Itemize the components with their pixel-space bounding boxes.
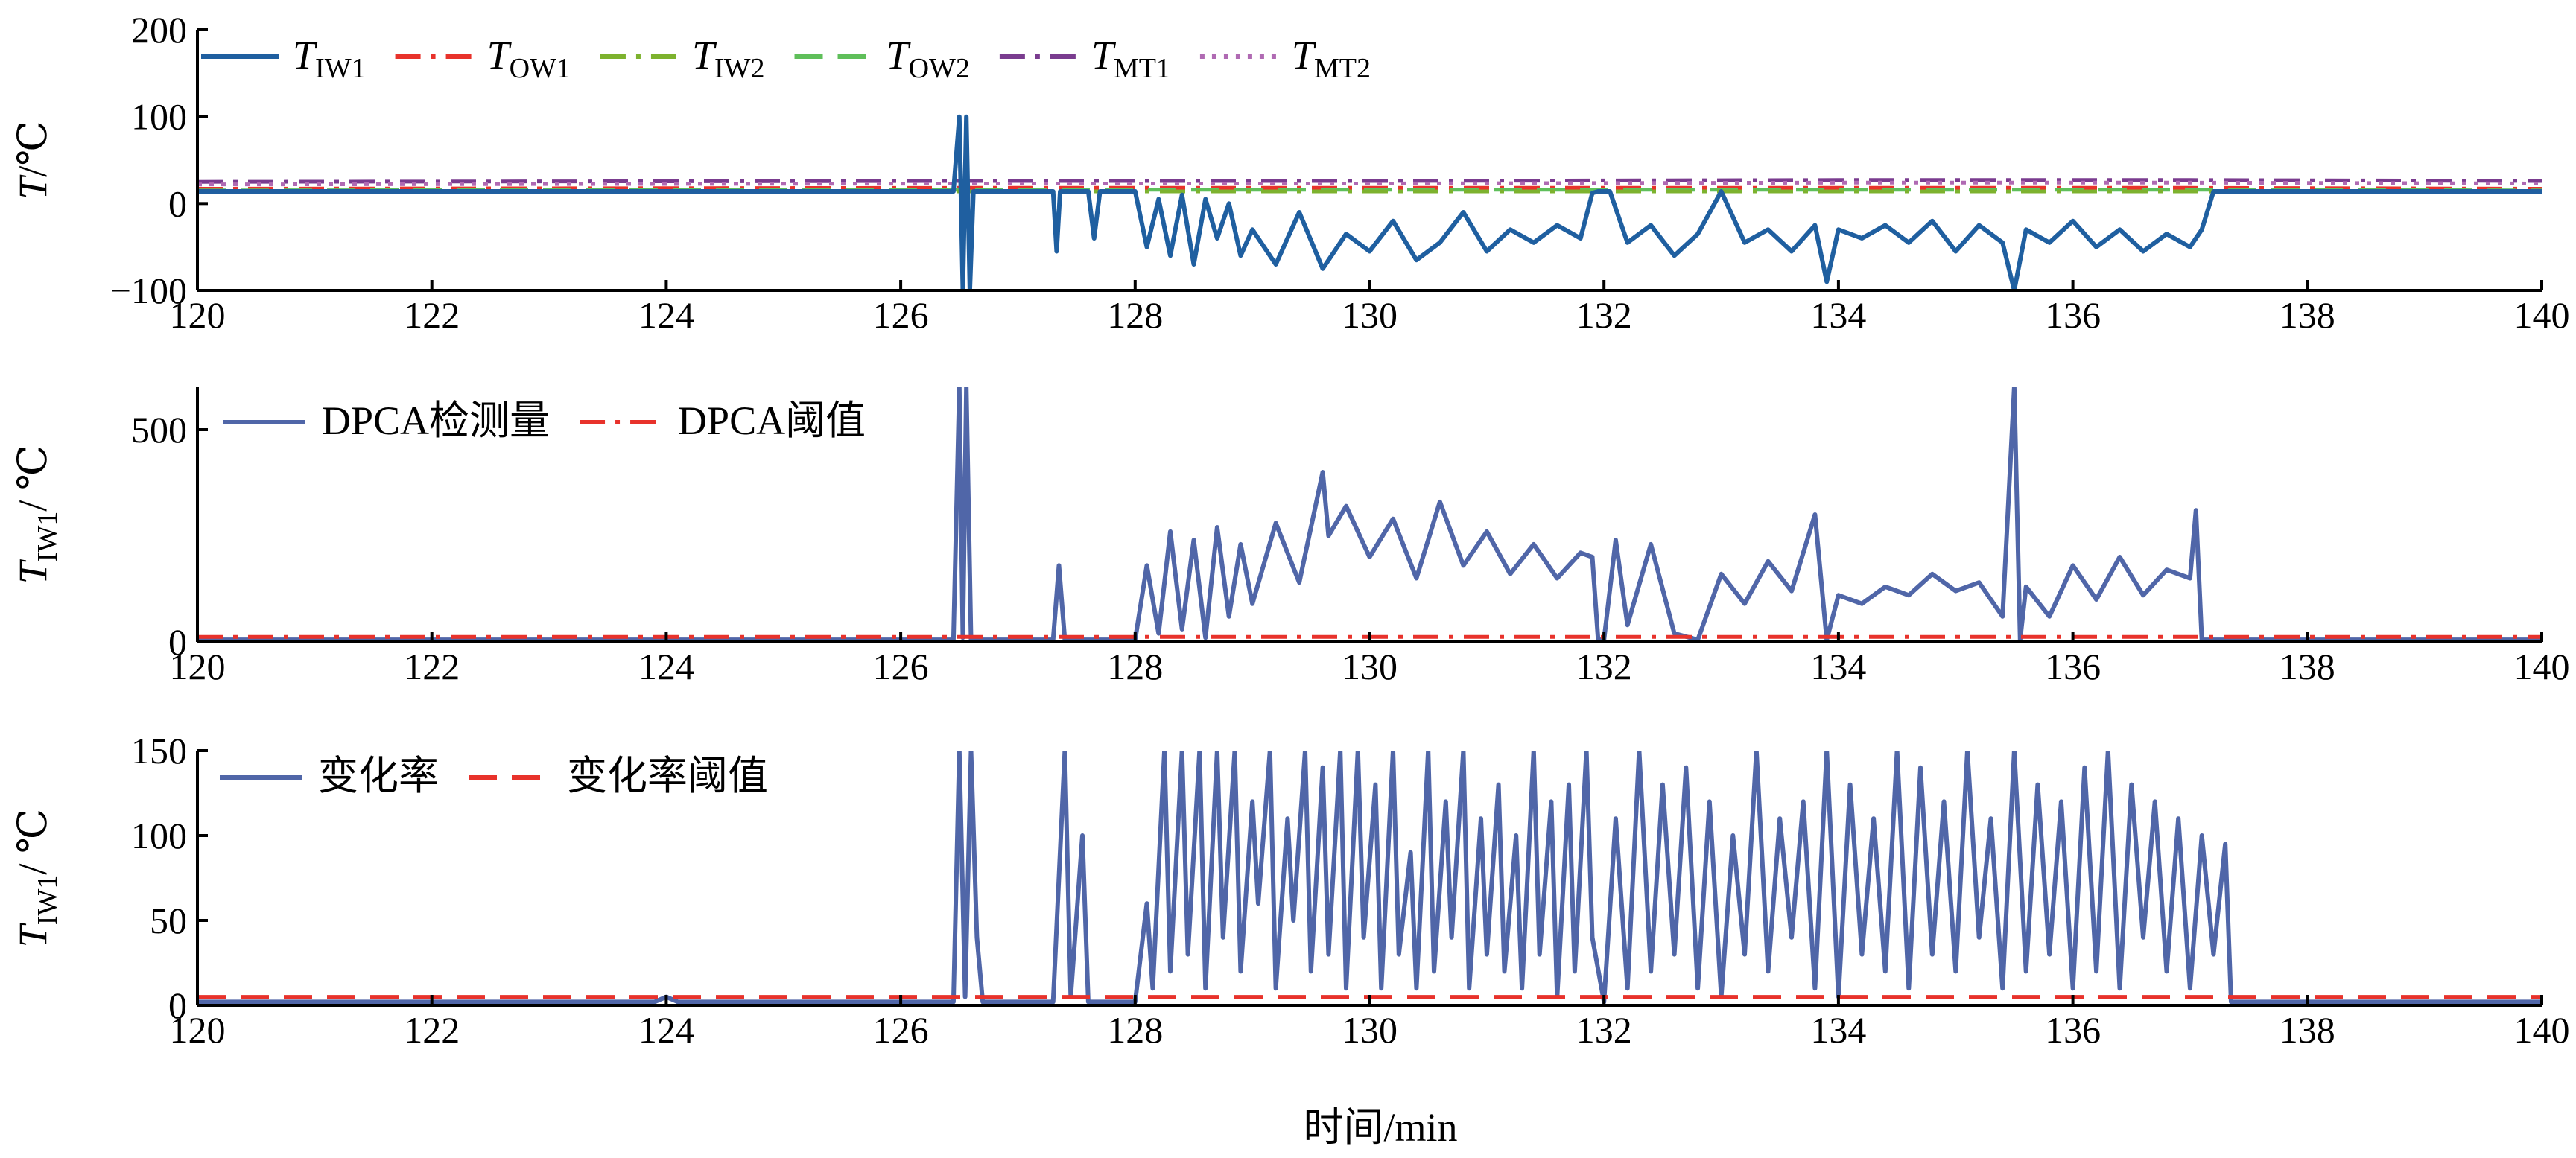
series-line-temps-TMT1 bbox=[197, 178, 2542, 184]
x-tick-label: 138 bbox=[2280, 294, 2335, 336]
legend-label-TIW1: TIW1 bbox=[293, 33, 366, 84]
series-line-temps-TMT2 bbox=[197, 180, 2542, 187]
x-tick-label: 140 bbox=[2514, 1009, 2570, 1051]
y-axis-title-temps: T/℃ bbox=[10, 121, 55, 199]
series-line-rate-signal bbox=[197, 751, 2542, 1005]
x-tick-label: 122 bbox=[404, 646, 460, 687]
y-tick-label: 100 bbox=[131, 96, 187, 138]
x-tick-label: 134 bbox=[1810, 646, 1866, 687]
x-tick-label: 136 bbox=[2045, 646, 2101, 687]
x-tick-label: 120 bbox=[170, 1009, 226, 1051]
x-tick-label: 138 bbox=[2280, 646, 2335, 687]
x-tick-label: 132 bbox=[1576, 294, 1632, 336]
chart-panel-rate: 120 122 124 126 128 130 132 134 136 138 140 0 50 100 1… bbox=[10, 730, 2570, 1051]
x-tick-label: 140 bbox=[2514, 294, 2570, 336]
x-tick-label: 120 bbox=[170, 646, 226, 687]
x-tick-label: 128 bbox=[1107, 646, 1163, 687]
legend-rate: 变化率 变化率阈值 bbox=[220, 754, 768, 798]
x-tick-label: 124 bbox=[638, 646, 694, 687]
x-tick-label: 122 bbox=[404, 294, 460, 336]
y-tick-label: 50 bbox=[150, 900, 187, 941]
x-axis-title: 时间/min bbox=[1303, 1105, 1457, 1150]
x-tick-label: 134 bbox=[1810, 294, 1866, 336]
y-tick-label: −100 bbox=[110, 270, 187, 311]
x-tick-label: 128 bbox=[1107, 294, 1163, 336]
y-tick-label: 0 bbox=[168, 621, 187, 663]
legend-label-TMT1: TMT1 bbox=[1091, 33, 1170, 84]
x-tick-label: 122 bbox=[404, 1009, 460, 1051]
x-tick-label: 140 bbox=[2514, 646, 2570, 687]
y-tick-label: 200 bbox=[131, 9, 187, 51]
legend-temps: TIW1 TOW1 TIW2 TOW2 TMT1 TMT2 bbox=[201, 33, 1371, 84]
x-tick-label: 126 bbox=[873, 646, 929, 687]
chart-panel-temps: 120 122 124 126 128 130 132 134 136 138 140 −100 0 10… bbox=[10, 9, 2570, 336]
y-tick-label: 0 bbox=[168, 182, 187, 224]
legend-label-TMT2: TMT2 bbox=[1292, 33, 1371, 84]
x-tick-label: 132 bbox=[1576, 1009, 1632, 1051]
y-tick-label: 0 bbox=[168, 984, 187, 1026]
y-tick-label: 150 bbox=[131, 730, 187, 772]
chart-panel-dpca: 120 122 124 126 128 130 132 134 136 138 140 0 500 TIW… bbox=[10, 387, 2570, 687]
x-tick-label: 132 bbox=[1576, 646, 1632, 687]
y-axis-title-dpca: TIW1/ ℃ bbox=[10, 445, 63, 585]
x-tick-label: 138 bbox=[2280, 1009, 2335, 1051]
y-tick-label: 100 bbox=[131, 815, 187, 856]
x-tick-label: 124 bbox=[638, 1009, 694, 1051]
x-tick-label: 130 bbox=[1342, 646, 1398, 687]
legend-label-threshold: DPCA阈值 bbox=[678, 398, 866, 443]
legend-label-threshold: 变化率阈值 bbox=[567, 754, 768, 798]
y-tick-label: 500 bbox=[131, 409, 187, 451]
legend-label-signal: 变化率 bbox=[318, 754, 439, 798]
x-tick-label: 136 bbox=[2045, 294, 2101, 336]
legend-label-signal: DPCA检测量 bbox=[322, 398, 550, 443]
x-tick-label: 134 bbox=[1810, 1009, 1866, 1051]
series-line-temps-TIW1 bbox=[197, 114, 2542, 290]
x-tick-label: 136 bbox=[2045, 1009, 2101, 1051]
x-tick-label: 128 bbox=[1107, 1009, 1163, 1051]
legend-label-TOW2: TOW2 bbox=[886, 33, 970, 84]
x-tick-label: 126 bbox=[873, 294, 929, 336]
x-tick-label: 130 bbox=[1342, 1009, 1398, 1051]
legend-dpca: DPCA检测量 DPCA阈值 bbox=[223, 398, 866, 443]
y-axis-title-rate: TIW1/ ℃ bbox=[10, 809, 63, 948]
legend-label-TIW2: TIW2 bbox=[692, 33, 765, 84]
series-line-dpca-signal bbox=[197, 387, 2542, 642]
x-tick-label: 130 bbox=[1342, 294, 1398, 336]
x-tick-label: 124 bbox=[638, 294, 694, 336]
x-tick-label: 126 bbox=[873, 1009, 929, 1051]
x-tick-label: 120 bbox=[170, 294, 226, 336]
legend-label-TOW1: TOW1 bbox=[487, 33, 571, 84]
